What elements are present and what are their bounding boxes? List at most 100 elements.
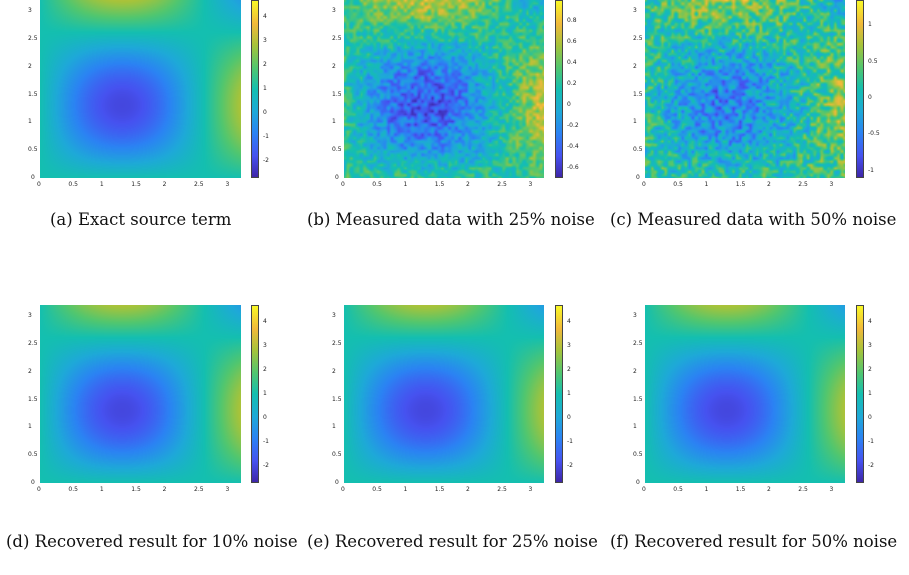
colorbar-d [251, 305, 259, 483]
y-tick-label: 2.5 [633, 34, 643, 42]
y-tick-label: 1.5 [332, 395, 342, 403]
x-tick-label: 0 [642, 486, 646, 493]
caption-d: (d) Recovered result for 10% noise [6, 532, 298, 551]
origin-tick-label: 0 [31, 174, 35, 181]
colorbar-tick-label: 0 [868, 94, 872, 102]
colorbar-tick-label: 3 [567, 341, 571, 349]
colorbar-tick-label: 1 [868, 390, 872, 397]
y-tick-label: 1 [332, 423, 336, 431]
heatmap-a [40, 0, 241, 178]
x-tick-label: 1 [99, 181, 104, 188]
caption-a: (a) Exact source term [50, 210, 232, 229]
colorbar-tick-label: 1 [567, 390, 571, 397]
x-tick-label: 1.5 [735, 181, 746, 188]
y-tick-label: 1 [633, 118, 637, 126]
y-tick-label: 1 [633, 423, 637, 431]
x-tick-label: 2.5 [798, 486, 808, 493]
y-tick-label: 1.5 [332, 90, 342, 98]
x-tick-label: 3 [225, 486, 230, 493]
colorbar-tick-label: 4 [868, 317, 872, 325]
origin-tick-label: 0 [31, 479, 35, 486]
colorbar-tick-label: 4 [263, 12, 267, 20]
colorbar-tick-label: 0.4 [567, 58, 577, 66]
x-tick-label: 0 [37, 181, 41, 188]
colorbar-tick-label: 0.8 [567, 16, 577, 24]
y-tick-label: 0.5 [28, 146, 38, 154]
y-tick-label: 2 [633, 62, 637, 70]
x-tick-label: 0.5 [673, 181, 683, 188]
x-tick-label: 0.5 [68, 486, 78, 493]
colorbar-c [856, 0, 864, 178]
y-tick-label: 3 [28, 7, 32, 15]
colorbar-tick-label: 2 [263, 60, 267, 68]
colorbar-b [555, 0, 563, 178]
x-tick-label: 1 [704, 181, 709, 188]
y-tick-label: 2 [28, 367, 32, 375]
y-tick-label: 1 [28, 423, 32, 431]
origin-tick-label: 0 [636, 479, 640, 486]
origin-tick-label: 0 [335, 174, 339, 181]
colorbar-tick-label: 0.5 [868, 57, 878, 65]
x-tick-label: 3 [829, 486, 834, 493]
colorbar-tick-label: 3 [263, 36, 267, 44]
colorbar-tick-label: -2 [263, 462, 269, 470]
y-tick-label: 1.5 [633, 90, 643, 98]
x-tick-label: 2 [162, 486, 167, 493]
colorbar-tick-label: -0.6 [567, 163, 579, 171]
x-tick-label: 0.5 [673, 486, 683, 493]
x-tick-label: 3 [225, 181, 230, 188]
y-tick-label: 1 [28, 118, 32, 126]
y-tick-label: 2.5 [633, 339, 643, 347]
colorbar-tick-label: 0 [263, 414, 267, 422]
colorbar-tick-label: 2 [263, 365, 267, 373]
x-tick-label: 0 [37, 486, 41, 493]
y-tick-label: 2.5 [28, 339, 38, 347]
y-tick-label: 1.5 [28, 395, 38, 403]
x-tick-label: 3 [829, 181, 834, 188]
colorbar-tick-label: -2 [868, 462, 874, 470]
origin-tick-label: 0 [335, 479, 339, 486]
y-tick-label: 2.5 [28, 34, 38, 42]
origin-tick-label: 0 [636, 174, 640, 181]
y-tick-label: 2 [28, 62, 32, 70]
colorbar-tick-label: -0.5 [868, 130, 880, 138]
x-tick-label: 0 [642, 181, 646, 188]
y-tick-label: 0.5 [332, 451, 342, 459]
colorbar-tick-label: 0 [567, 414, 571, 422]
colorbar-tick-label: 0 [567, 100, 571, 108]
caption-b: (b) Measured data with 25% noise [307, 210, 595, 229]
heatmap-f [645, 305, 845, 483]
heatmap-c [645, 0, 845, 178]
x-tick-label: 0 [341, 181, 345, 188]
x-tick-label: 1 [403, 181, 408, 188]
colorbar-tick-label: 3 [868, 341, 872, 349]
colorbar-tick-label: 0 [263, 109, 267, 117]
colorbar-tick-label: 0.6 [567, 37, 577, 45]
x-tick-label: 2 [466, 486, 470, 493]
colorbar-f [856, 305, 864, 483]
x-tick-label: 0.5 [68, 181, 78, 188]
colorbar-tick-label: -1 [868, 166, 874, 174]
x-tick-label: 0.5 [372, 181, 382, 188]
x-tick-label: 1.5 [131, 486, 141, 493]
heatmap-e [344, 305, 544, 483]
caption-c: (c) Measured data with 50% noise [610, 210, 897, 229]
y-tick-label: 2 [332, 367, 336, 375]
colorbar-tick-label: -0.4 [567, 142, 579, 150]
x-tick-label: 1 [99, 486, 104, 493]
heatmap-d [40, 305, 241, 483]
y-tick-label: 2.5 [332, 34, 342, 42]
colorbar-tick-label: 1 [263, 85, 267, 92]
x-tick-label: 2 [162, 181, 167, 188]
y-tick-label: 3 [633, 312, 637, 320]
x-tick-label: 1.5 [735, 486, 746, 493]
x-tick-label: 1 [403, 486, 408, 493]
y-tick-label: 0.5 [633, 451, 643, 459]
colorbar-tick-label: -2 [567, 462, 573, 470]
x-tick-label: 0 [341, 486, 345, 493]
x-tick-label: 0.5 [372, 486, 382, 493]
colorbar-tick-label: -1 [263, 133, 269, 141]
y-tick-label: 3 [28, 312, 32, 320]
colorbar-tick-label: -2 [263, 157, 269, 165]
colorbar-tick-label: 3 [263, 341, 267, 349]
